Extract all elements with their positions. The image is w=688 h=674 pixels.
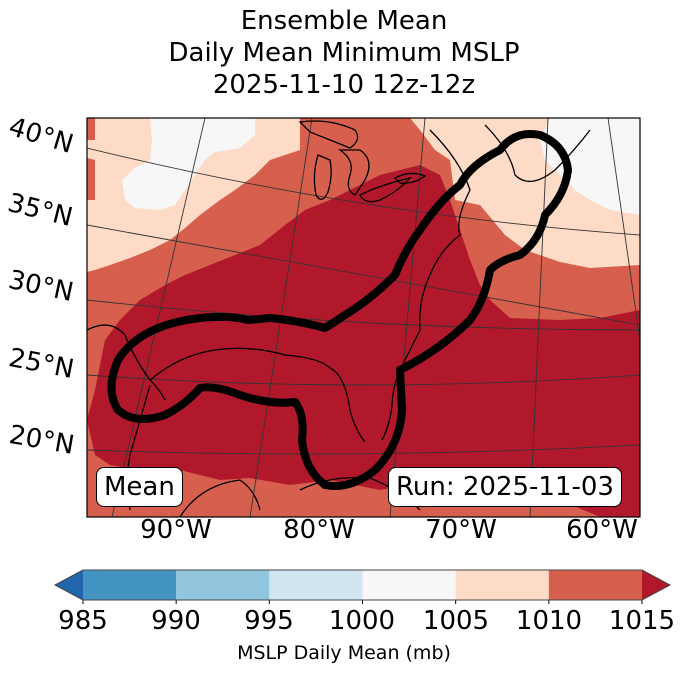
colorbar-label: MSLP Daily Mean (mb)	[237, 642, 451, 664]
lake-michigan	[313, 154, 332, 200]
mslp-field	[87, 118, 640, 517]
texas-coast	[87, 324, 166, 401]
mslp-contour-1015	[107, 130, 572, 490]
colorbar	[53, 569, 672, 604]
title-line-3: 2025-11-10 12z-12z	[212, 70, 476, 100]
field-1000-1005-west	[122, 118, 255, 210]
colorbar-tick: 995	[244, 606, 294, 636]
colorbar-over-arrow	[642, 570, 670, 600]
colorbar-bin	[176, 570, 270, 600]
lake-ontario	[393, 172, 427, 184]
lon-label-60w: 60°W	[566, 515, 638, 545]
map-frame	[86, 117, 641, 518]
colorbar-under-arrow	[55, 570, 83, 600]
gulf-coast	[149, 347, 366, 443]
colorbar-tick: 1000	[328, 606, 396, 636]
colorbar-tick: 990	[151, 606, 201, 636]
colorbar-bin	[362, 570, 456, 600]
field-1000-1005-east	[540, 118, 640, 215]
mean-label: Mean	[96, 467, 183, 507]
colorbar-bin	[269, 570, 363, 600]
title-line-2: Daily Mean Minimum MSLP	[168, 38, 520, 68]
lake-superior	[298, 120, 359, 149]
colorbar-bin	[455, 570, 549, 600]
lon-label-70w: 70°W	[425, 515, 497, 545]
colorbar-outline	[53, 569, 672, 601]
field-above-1015	[87, 165, 640, 517]
yucatan-coast	[179, 479, 261, 517]
field-1005-1010-west	[87, 118, 300, 272]
meridian-90w	[111, 118, 206, 517]
colorbar-tick: 1015	[608, 606, 676, 636]
run-date-label: Run: 2025-11-03	[388, 467, 622, 507]
title-line-1: Ensemble Mean	[240, 6, 448, 36]
colorbar-tick: 1010	[515, 606, 583, 636]
parallel-40n	[87, 147, 640, 236]
colorbar-tick: 985	[58, 606, 108, 636]
lake-erie	[359, 176, 412, 203]
colorbar-bin	[83, 570, 177, 600]
colorbar-tick: 1005	[422, 606, 490, 636]
atlantic-coast	[381, 129, 471, 441]
lake-huron	[337, 149, 370, 196]
colorbar-bin	[548, 570, 642, 600]
lon-label-80w: 80°W	[283, 515, 355, 545]
lon-label-90w: 90°W	[140, 515, 212, 545]
